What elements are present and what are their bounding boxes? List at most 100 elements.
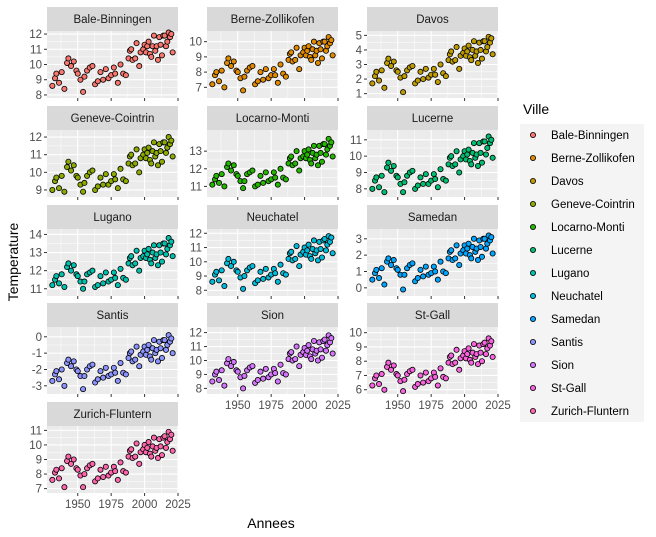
data-point	[241, 273, 248, 280]
data-point	[414, 381, 421, 388]
data-point	[329, 250, 336, 257]
data-point	[169, 153, 176, 160]
legend-label: Lucerne	[551, 245, 593, 257]
data-point	[53, 70, 60, 77]
data-point	[81, 179, 88, 186]
data-point	[328, 139, 335, 146]
data-point	[234, 268, 241, 275]
data-point	[161, 32, 168, 39]
data-point	[432, 71, 439, 78]
data-point	[464, 151, 471, 158]
y-tick-label: 9	[356, 167, 362, 179]
data-point	[381, 189, 388, 196]
data-point	[150, 139, 157, 146]
data-point	[213, 69, 220, 76]
data-point	[292, 255, 299, 262]
y-tick-label: 8	[36, 469, 42, 481]
y-tick-label: 11	[190, 243, 202, 255]
facet-panel-neuchatel: Neuchatel 8 9 10 11 12	[189, 205, 339, 299]
data-point	[49, 186, 56, 193]
data-point	[154, 56, 161, 63]
data-point	[282, 371, 289, 378]
y-tick-label: 10	[189, 37, 202, 49]
legend-item-st-gall: St-Gall	[530, 383, 586, 395]
data-point	[474, 361, 481, 368]
data-point	[488, 35, 495, 42]
data-point	[381, 386, 388, 393]
data-point	[61, 188, 68, 195]
y-tick-label: 11	[30, 44, 42, 56]
data-point	[144, 149, 151, 156]
data-point	[112, 70, 119, 77]
data-point	[114, 377, 121, 384]
data-point	[249, 167, 256, 174]
data-point	[122, 178, 129, 185]
facet-strip	[47, 402, 178, 426]
data-point	[305, 146, 312, 153]
data-point	[308, 56, 315, 63]
legend-item-santis: Santis	[530, 337, 583, 349]
data-point	[304, 347, 311, 354]
data-point	[89, 167, 96, 174]
data-point	[417, 68, 424, 75]
data-point	[310, 237, 317, 244]
data-point	[481, 235, 488, 242]
data-point	[148, 53, 155, 60]
data-point	[169, 49, 176, 56]
data-point	[218, 67, 225, 74]
data-point	[328, 37, 335, 44]
y-tick-label: 12	[29, 29, 42, 41]
data-point	[97, 69, 104, 76]
y-tick-label: 9	[196, 271, 202, 283]
legend-label: Lugano	[551, 268, 589, 280]
data-point	[470, 235, 477, 242]
data-point	[401, 73, 408, 80]
data-point	[89, 267, 96, 274]
data-point	[58, 271, 65, 278]
data-point	[144, 251, 151, 258]
facet-strip	[207, 303, 338, 327]
data-point	[230, 258, 237, 265]
data-point	[110, 64, 117, 71]
data-point	[434, 78, 441, 85]
data-point	[468, 57, 475, 64]
facet-strip-label: Neuchatel	[247, 212, 299, 224]
data-point	[322, 151, 329, 158]
data-point	[417, 372, 424, 379]
data-point	[49, 476, 56, 483]
data-point	[89, 460, 96, 467]
data-point	[77, 76, 84, 83]
y-tick-label: 8	[196, 285, 202, 297]
data-point	[161, 139, 168, 146]
data-point	[157, 249, 164, 256]
data-point	[420, 379, 427, 386]
y-tick-label: 1	[356, 89, 362, 101]
data-point	[161, 433, 168, 440]
data-point	[112, 176, 119, 183]
y-tick-label: 2	[356, 250, 362, 262]
legend-label: St-Gall	[551, 383, 586, 395]
data-point	[481, 339, 488, 346]
data-point	[110, 269, 117, 276]
data-point	[133, 40, 140, 47]
data-point	[409, 167, 416, 174]
data-point	[422, 369, 429, 376]
y-tick-label: 8	[196, 383, 202, 395]
y-tick-label: 13	[189, 146, 202, 158]
data-point	[169, 350, 176, 357]
data-point	[97, 174, 104, 181]
legend-label: Bale-Binningen	[551, 130, 629, 142]
data-point	[282, 176, 289, 183]
data-point	[209, 278, 216, 285]
data-point	[102, 171, 109, 178]
data-point	[132, 260, 139, 267]
data-point	[442, 177, 449, 184]
data-point	[262, 265, 269, 272]
data-point	[385, 255, 392, 262]
data-point	[394, 68, 401, 75]
data-point	[477, 349, 484, 356]
data-point	[262, 365, 269, 372]
data-point	[277, 165, 284, 172]
legend-item-sion: Sion	[530, 360, 574, 372]
data-point	[308, 160, 315, 167]
